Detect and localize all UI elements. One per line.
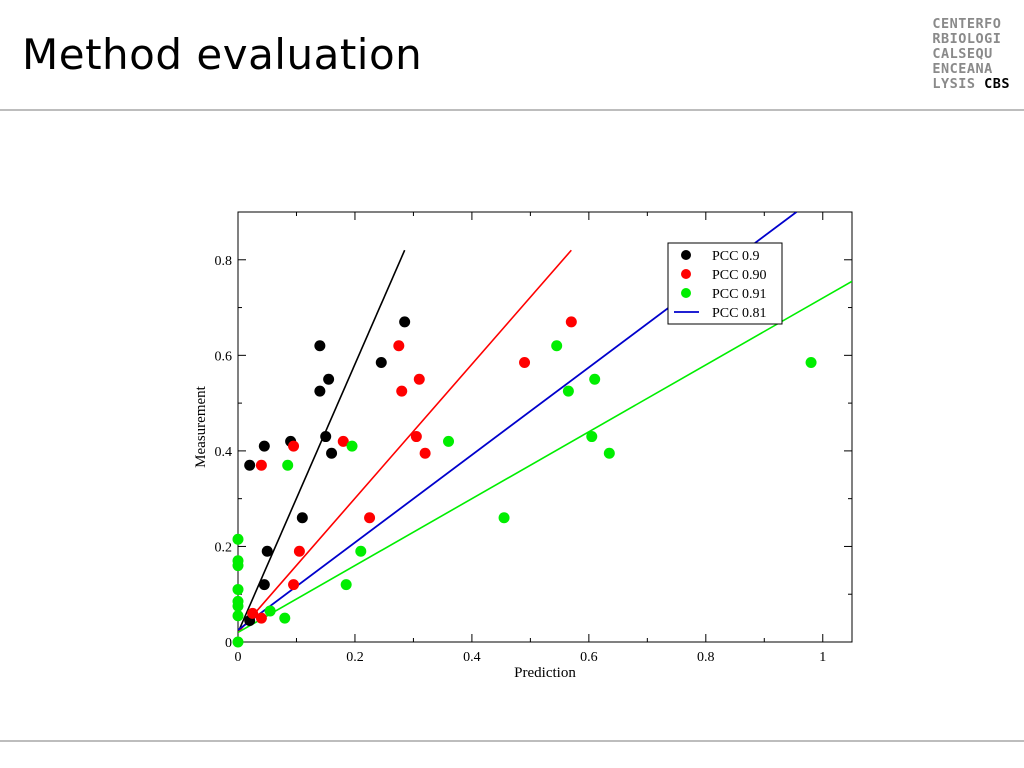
data-point [562, 385, 574, 397]
legend-label: PCC 0.81 [712, 306, 766, 321]
y-tick-label: 0.2 [215, 540, 233, 555]
data-point [586, 431, 598, 443]
data-point [232, 636, 244, 648]
data-point [589, 373, 601, 385]
data-point [255, 612, 267, 624]
data-point [519, 357, 531, 368]
axis-ticks: 0 0.2 0.4 0.6 0.8 1 0 0.2 0.4 0.6 0.8 [215, 212, 852, 665]
logo-line: CALSEQU [932, 46, 993, 62]
data-point [314, 340, 326, 352]
data-point [314, 385, 326, 397]
data-point [375, 357, 387, 368]
data-point [232, 533, 244, 545]
data-point [323, 373, 335, 385]
legend: PCC 0.9 PCC 0.90 PCC 0.91 PCC 0.81 [667, 242, 783, 325]
legend-label: PCC 0.91 [712, 287, 766, 302]
y-tick-label: 0.6 [215, 349, 233, 364]
regression-line [238, 249, 406, 633]
data-point [264, 605, 276, 617]
x-tick-label: 0.4 [463, 650, 481, 665]
regression-line [238, 249, 572, 633]
data-point [413, 373, 425, 385]
data-point [443, 435, 455, 447]
data-point [247, 607, 259, 619]
data-point [340, 579, 352, 591]
y-tick-label: 0.8 [215, 254, 233, 269]
x-tick-label: 0.2 [346, 650, 364, 665]
data-point [288, 579, 300, 591]
data-point [232, 555, 244, 567]
y-tick-label: 0 [225, 636, 232, 651]
legend-marker [681, 269, 691, 279]
data-point [232, 600, 244, 612]
slide-title: Method evaluation [22, 30, 423, 79]
footer-divider [0, 740, 1024, 742]
data-point [355, 545, 367, 557]
data-point [364, 512, 376, 524]
header-divider [0, 109, 1024, 111]
data-point [805, 357, 817, 368]
data-point [320, 431, 332, 443]
data-point [279, 612, 291, 624]
data-points [232, 316, 817, 648]
x-tick-label: 1 [819, 650, 826, 665]
y-axis-title: Measurement [193, 385, 209, 467]
data-point [288, 440, 300, 452]
legend-marker [681, 288, 691, 298]
regression-line [238, 280, 852, 634]
logo-line: LYSIS [932, 76, 976, 92]
logo-cbs: CBS [984, 76, 1010, 92]
legend-marker [681, 250, 691, 260]
logo-line: CENTERFO [932, 16, 1002, 32]
cbs-logo: CENTERFO RBIOLOGI CALSEQU ENCEANA LYSIS … [932, 17, 1010, 92]
data-point [565, 316, 577, 328]
data-point [346, 440, 358, 452]
y-tick-label: 0.4 [215, 445, 233, 460]
data-point [337, 435, 349, 447]
data-point [603, 447, 615, 459]
data-point [232, 610, 244, 622]
logo-line-last: LYSIS CBS [932, 77, 1010, 92]
logo-line: ENCEANA [932, 61, 993, 77]
data-point [258, 440, 270, 452]
data-point [293, 545, 305, 557]
data-point [396, 385, 408, 397]
data-point [261, 545, 273, 557]
data-point [551, 340, 563, 352]
data-point [296, 512, 308, 524]
data-point [255, 459, 267, 471]
data-point [282, 459, 294, 471]
data-point [393, 340, 405, 352]
data-point [258, 579, 270, 591]
data-point [399, 316, 411, 328]
x-axis-title: Prediction [514, 665, 576, 681]
x-tick-label: 0.6 [580, 650, 598, 665]
fit-lines [238, 212, 852, 634]
legend-label: PCC 0.9 [712, 249, 759, 264]
data-point [419, 447, 431, 459]
legend-label: PCC 0.90 [712, 268, 766, 283]
x-tick-label: 0.8 [697, 650, 715, 665]
data-point [244, 459, 256, 471]
logo-line: RBIOLOGI [932, 31, 1002, 47]
data-point [326, 447, 338, 459]
data-point [232, 583, 244, 595]
data-point [498, 512, 510, 524]
x-tick-label: 0 [235, 650, 242, 665]
data-point [410, 431, 422, 443]
